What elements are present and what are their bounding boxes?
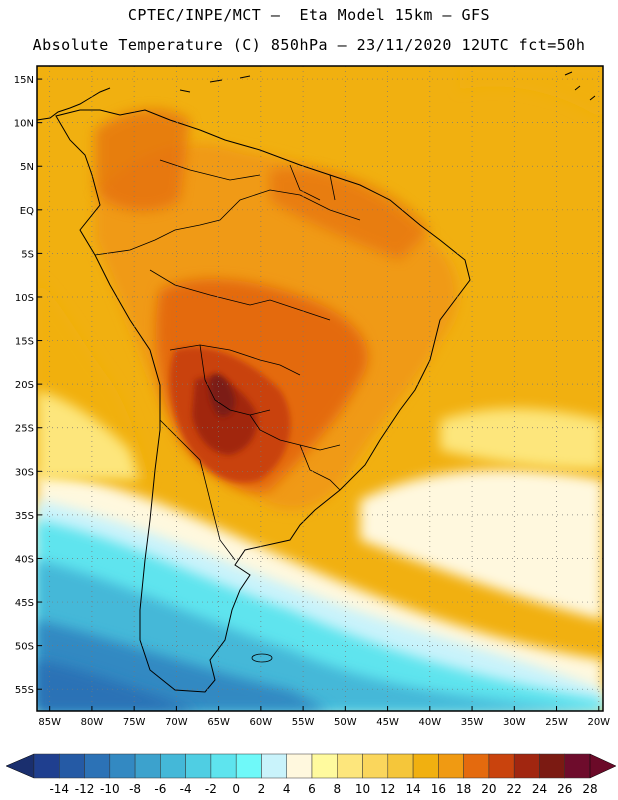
map-frame	[36, 65, 604, 712]
lat-label: 5N	[20, 162, 34, 173]
colorbar-label: -8	[129, 782, 141, 796]
lon-label: 20W	[587, 717, 610, 728]
lon-label: 85W	[38, 717, 61, 728]
lon-label: 55W	[292, 717, 315, 728]
colorbar-label: 6	[308, 782, 316, 796]
colorbar-label: -4	[180, 782, 192, 796]
colorbar-label: -12	[75, 782, 95, 796]
south-america-coastline	[55, 109, 471, 693]
map-title-line1: CPTEC/INPE/MCT – Eta Model 15km – GFS	[127, 6, 491, 24]
colorbar-label: 0	[232, 782, 240, 796]
colorbar-swatch	[488, 753, 515, 779]
colorbar-swatch	[235, 753, 262, 779]
colorbar-swatch	[84, 753, 111, 779]
lon-label: 35W	[461, 717, 484, 728]
colorbar-swatch	[438, 753, 464, 779]
colorbar-swatch	[109, 753, 136, 779]
gridlines	[37, 66, 603, 711]
colorbar-low-arrow	[5, 753, 35, 779]
lat-label: 35S	[15, 511, 34, 522]
colorbar-swatch	[513, 753, 540, 779]
colorbar-label: 10	[355, 782, 370, 796]
lat-label: 50S	[15, 642, 34, 653]
colorbar-swatch	[337, 753, 363, 779]
lon-label: 30W	[503, 717, 526, 728]
longitude-labels: 85W 80W 75W 70W 65W 60W 55W 50W 45W 40W 35W 30W 25W 2…	[38, 717, 610, 728]
colorbar-swatch	[33, 753, 60, 779]
colorbar: -14 -12 -10 -8 -6 -4 -2 0 2 4 6 8 10 12 14 16 18 20 22 24 26…	[5, 753, 617, 796]
colorbar-swatch	[387, 753, 414, 779]
lon-label: 45W	[376, 717, 399, 728]
colorbar-label: 20	[481, 782, 496, 796]
colorbar-swatch	[463, 753, 490, 779]
lon-label: 50W	[334, 717, 357, 728]
colorbar-swatch	[412, 753, 439, 779]
latitude-labels: 15N 10N 5N EQ 5S 10S 15S 20S 25S 30S 35S 40S 45S 50S 5…	[14, 75, 34, 696]
colorbar-label: -14	[49, 782, 69, 796]
lat-label: 15S	[15, 337, 34, 348]
lat-label: 40S	[15, 554, 34, 565]
colorbar-label: 4	[283, 782, 291, 796]
colorbar-label: 16	[431, 782, 446, 796]
lon-label: 65W	[207, 717, 230, 728]
colorbar-label: 22	[507, 782, 522, 796]
map-title-line2: Absolute Temperature (C) 850hPa – 23/11/…	[32, 36, 586, 54]
colorbar-label: 24	[532, 782, 547, 796]
colorbar-swatch	[185, 753, 212, 779]
lon-label: 75W	[123, 717, 146, 728]
lat-label: 5S	[21, 249, 34, 260]
colorbar-label: -10	[100, 782, 120, 796]
colorbar-swatch	[59, 753, 85, 779]
colorbar-label: 28	[582, 782, 597, 796]
lon-label: 80W	[81, 717, 104, 728]
lat-label: 45S	[15, 598, 34, 609]
colorbar-label: 18	[456, 782, 471, 796]
colorbar-swatch	[261, 753, 287, 779]
lon-label: 25W	[545, 717, 568, 728]
colorbar-swatch	[539, 753, 565, 779]
colorbar-label: 14	[405, 782, 420, 796]
colorbar-label: 2	[258, 782, 266, 796]
colorbar-label: -6	[154, 782, 166, 796]
colorbar-swatch	[210, 753, 237, 779]
colorbar-swatch	[134, 753, 161, 779]
lat-label: 30S	[15, 467, 34, 478]
colorbar-swatch	[362, 753, 389, 779]
colorbar-label: 12	[380, 782, 395, 796]
colorbar-swatch	[564, 753, 591, 779]
lon-label: 40W	[419, 717, 442, 728]
lat-label: 55S	[15, 685, 34, 696]
colorbar-label: -2	[205, 782, 217, 796]
lat-label: EQ	[20, 206, 34, 217]
colorbar-label: 26	[557, 782, 572, 796]
colorbar-swatch	[286, 753, 313, 779]
lon-label: 70W	[165, 717, 188, 728]
colorbar-swatch	[311, 753, 338, 779]
lat-label: 10N	[14, 119, 34, 130]
lat-label: 25S	[15, 424, 34, 435]
lat-label: 20S	[15, 380, 34, 391]
colorbar-high-arrow	[589, 753, 617, 779]
lat-label: 15N	[14, 75, 34, 86]
colorbar-label: 8	[333, 782, 341, 796]
colorbar-swatch	[160, 753, 186, 779]
temperature-field	[37, 66, 603, 711]
lon-label: 60W	[250, 717, 273, 728]
lat-label: 10S	[15, 293, 34, 304]
